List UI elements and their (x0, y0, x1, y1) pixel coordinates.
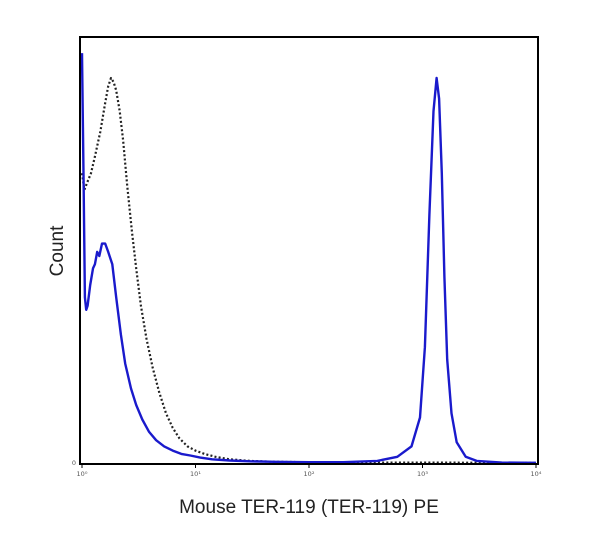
y-tick-label: 0 (72, 459, 76, 467)
plot-frame (79, 36, 539, 465)
axis-ticks: 10⁰ 10¹ 10² 10³ 10⁴ 0 (72, 459, 542, 478)
x-tick-label: 10⁴ (531, 470, 542, 478)
series-lines (80, 53, 537, 464)
x-tick-label: 10³ (417, 470, 428, 478)
x-tick-label: 10¹ (190, 470, 201, 478)
series-line-2 (80, 53, 537, 464)
y-axis-label: Count (47, 225, 68, 276)
x-tick-label: 10² (304, 470, 315, 478)
x-axis-label: Mouse TER-119 (TER-119) PE (179, 497, 439, 518)
x-tick-label: 10⁰ (77, 470, 88, 478)
series-line-1 (80, 76, 537, 464)
